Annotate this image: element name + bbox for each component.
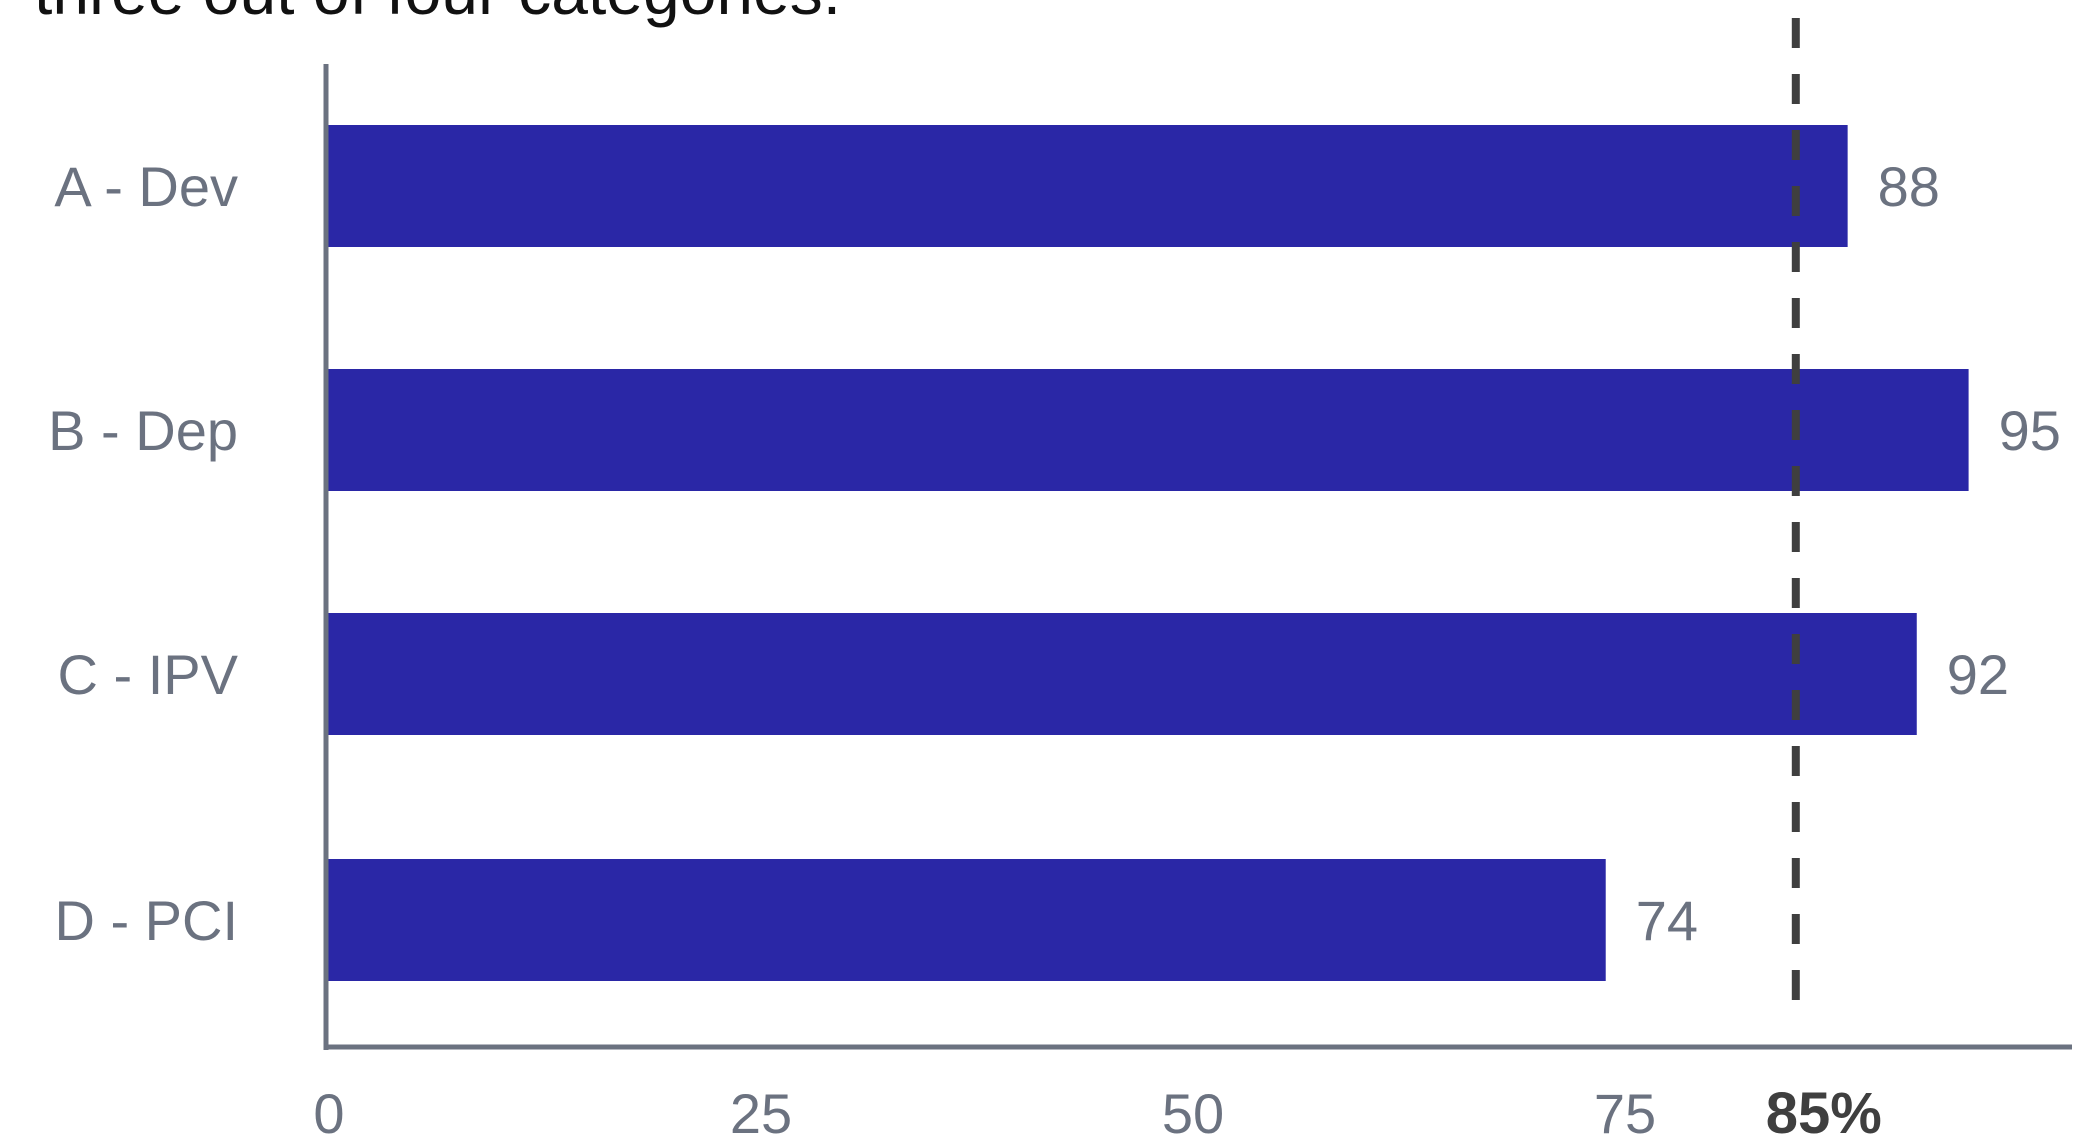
chart-title: three out of four categories. [34,0,841,28]
bars-layer [327,125,1969,981]
category-label-b-dep: B - Dep [48,399,238,462]
x-tick-label-75: 75 [1594,1082,1656,1139]
bar-d-pci [327,859,1606,981]
labels-layer: A - Dev 88 B - Dep 95 C - IPV 92 D - PCI 74 85% 0… [48,155,2061,1144]
data-label-c-ipv: 92 [1947,643,2009,706]
bar-c-ipv [327,613,1917,735]
bar-a-dev [327,125,1848,247]
x-tick-label-50: 50 [1162,1082,1224,1139]
data-label-d-pci: 74 [1636,889,1698,952]
reference-line-label: 85% [1766,1081,1882,1139]
data-label-b-dep: 95 [1999,399,2061,462]
x-tick-label-25: 25 [730,1082,792,1139]
category-label-a-dev: A - Dev [54,155,238,218]
category-label-d-pci: D - PCI [54,889,238,952]
category-label-c-ipv: C - IPV [58,643,239,706]
data-label-a-dev: 88 [1878,155,1940,218]
axes-layer [323,64,2072,1050]
x-tick-label-0: 0 [313,1082,344,1139]
bar-b-dep [327,369,1969,491]
